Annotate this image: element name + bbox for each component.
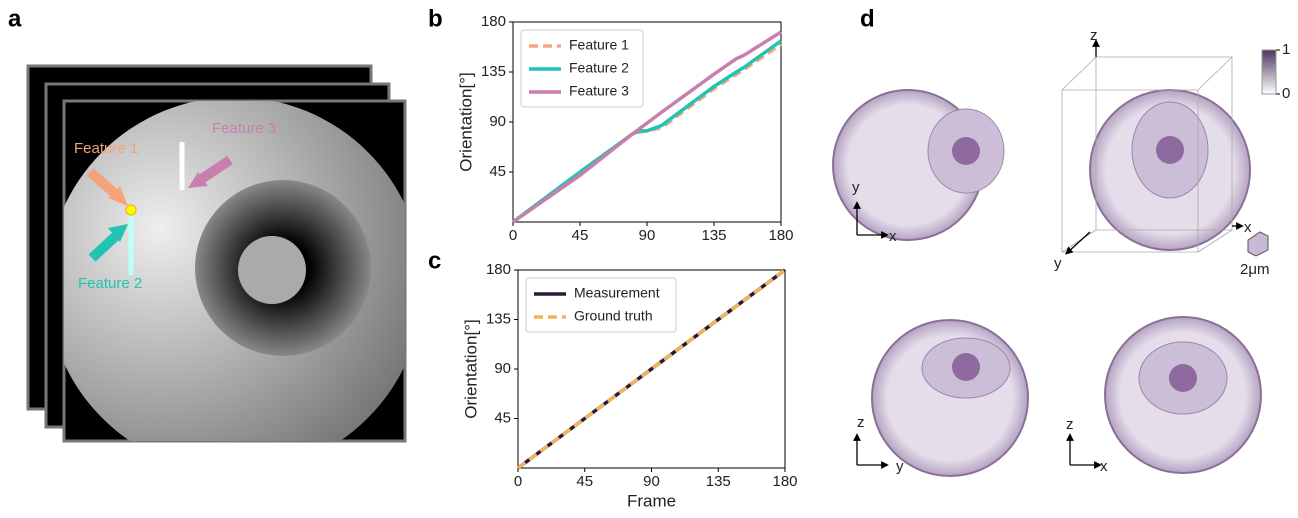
feature-label: Feature 2 (78, 275, 142, 292)
colorbar-tick-label: 0 (1282, 85, 1290, 102)
x-tick-label: 0 (514, 473, 522, 490)
panel-label: a (8, 5, 22, 32)
x-tick-label: 45 (572, 227, 589, 244)
x-tick-label: 135 (706, 473, 731, 490)
y-tick-label: 90 (494, 360, 511, 377)
x-tick-label: 180 (768, 227, 793, 244)
y-axis-label: Orientation[°] (456, 72, 475, 171)
panel-label: d (860, 5, 875, 32)
feature-label: Feature 3 (212, 120, 276, 137)
y-tick-label: 45 (494, 409, 511, 426)
axis-label: z (857, 414, 865, 431)
y-tick-label: 135 (481, 63, 506, 80)
x-tick-label: 135 (701, 227, 726, 244)
axis-label: z (1066, 416, 1074, 433)
y-tick-label: 180 (486, 261, 511, 278)
scale-label: 2μm (1240, 261, 1269, 278)
panel-a-image (26, 64, 407, 443)
panel-label: c (428, 247, 441, 274)
panel-d-renders (832, 39, 1277, 477)
y-tick-label: 180 (481, 13, 506, 30)
y-tick-label: 135 (486, 310, 511, 327)
x-tick-label: 180 (772, 473, 797, 490)
x-tick-label: 90 (639, 227, 656, 244)
legend-label: Feature 1 (569, 37, 629, 53)
y-axis-label: Orientation[°] (461, 319, 480, 418)
axis-label: y (896, 458, 904, 475)
axis-label: z (1090, 27, 1098, 44)
line (511, 30, 782, 224)
x-axis-label: Frame (627, 491, 676, 510)
legend-label: Feature 3 (569, 83, 629, 99)
x-tick-label: 45 (576, 473, 593, 490)
x-tick-label: 0 (509, 227, 517, 244)
legend-label: Ground truth (574, 308, 653, 324)
axis-label: y (1054, 255, 1062, 272)
legend-label: Feature 2 (569, 60, 629, 76)
y-tick-label: 45 (489, 163, 506, 180)
axis-label: x (1100, 458, 1108, 475)
axis-label: y (852, 179, 860, 196)
x-tick-label: 90 (643, 473, 660, 490)
legend-label: Measurement (574, 285, 660, 301)
axis-label: x (1244, 219, 1252, 236)
y-tick-label: 90 (489, 113, 506, 130)
feature-label: Feature 1 (74, 140, 138, 157)
axis-label: x (889, 228, 897, 245)
line (516, 268, 787, 470)
colorbar-tick-label: 1 (1282, 41, 1290, 58)
panel-label: b (428, 5, 443, 32)
legend-box (520, 29, 644, 108)
